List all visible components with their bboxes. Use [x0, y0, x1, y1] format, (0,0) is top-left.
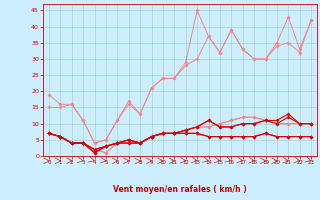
X-axis label: Vent moyen/en rafales ( km/h ): Vent moyen/en rafales ( km/h ): [113, 185, 247, 194]
